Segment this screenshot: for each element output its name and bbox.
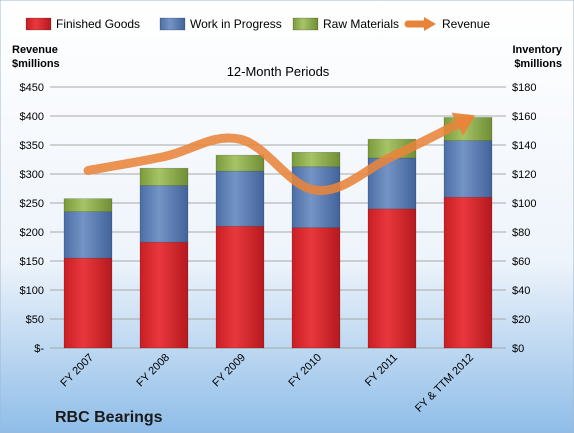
- right-tick-label: $60: [512, 256, 530, 268]
- right-tick-label: $140: [512, 140, 536, 152]
- legend-swatch-raw-materials: [292, 17, 319, 31]
- bar-work-in-progress-2: [215, 170, 265, 227]
- revenue-arrowhead: [451, 112, 476, 136]
- right-tick-label: $40: [512, 285, 530, 297]
- left-tick-label: $350: [20, 140, 44, 152]
- left-axis-ticks: $- $50 $100 $150 $200 $250 $300 $350 $400 $450: [20, 82, 45, 355]
- left-tick-label: $-: [34, 343, 44, 355]
- legend-swatch-work-in-progress: [159, 17, 186, 31]
- chart-subtitle: 12-Month Periods: [227, 64, 330, 79]
- bar-work-in-progress-5: [443, 140, 493, 198]
- bar-raw-materials-0: [63, 198, 113, 212]
- bar-finished-goods-1: [139, 241, 189, 349]
- right-axis-title-line1: Inventory: [512, 44, 562, 56]
- left-tick-label: $150: [20, 256, 44, 268]
- right-tick-label: $100: [512, 198, 536, 210]
- left-tick-label: $200: [20, 227, 44, 239]
- right-tick-label: $80: [512, 227, 530, 239]
- bar-finished-goods-0: [63, 257, 113, 349]
- bar-work-in-progress-0: [63, 211, 113, 259]
- bar-finished-goods-5: [443, 196, 493, 349]
- right-tick-label: $180: [512, 82, 536, 94]
- left-tick-label: $250: [20, 198, 44, 210]
- right-tick-label: $120: [512, 169, 536, 181]
- bar-work-in-progress-1: [139, 185, 189, 243]
- legend-arrowhead: [424, 17, 436, 31]
- left-axis-title-line2: $millions: [12, 58, 60, 70]
- revenue-line-group: [83, 112, 476, 195]
- legend-label-finished-goods: Finished Goods: [56, 17, 140, 31]
- left-tick-label: $300: [20, 169, 44, 181]
- left-tick-label: $50: [26, 314, 44, 326]
- bar-finished-goods-2: [215, 225, 265, 349]
- legend-swatch-finished-goods: [25, 17, 52, 31]
- gridlines: [50, 86, 506, 349]
- right-tick-label: $160: [512, 111, 536, 123]
- bar-raw-materials-2: [215, 154, 265, 172]
- left-tick-label: $100: [20, 285, 44, 297]
- legend-label-revenue: Revenue: [442, 17, 490, 31]
- bar-raw-materials-3: [291, 151, 341, 168]
- legend-label-raw-materials: Raw Materials: [323, 17, 399, 31]
- bar-finished-goods-3: [291, 227, 341, 349]
- left-axis-title-line1: Revenue: [12, 44, 58, 56]
- bar-finished-goods-4: [367, 208, 417, 349]
- bar-work-in-progress-3: [291, 166, 341, 228]
- right-tick-label: $20: [512, 314, 530, 326]
- legend: Finished Goods Work in Progress Raw Materi…: [25, 17, 490, 31]
- right-axis-title-line2: $millions: [514, 58, 562, 70]
- company-name: RBC Bearings: [55, 409, 163, 426]
- bar-raw-materials-1: [139, 167, 189, 186]
- right-axis-ticks: $0 $20 $40 $60 $80 $100 $120 $140 $160 $180: [512, 82, 536, 355]
- left-tick-label: $400: [20, 111, 44, 123]
- revenue-line: [83, 114, 473, 195]
- legend-label-work-in-progress: Work in Progress: [190, 17, 282, 31]
- right-tick-label: $0: [512, 343, 524, 355]
- left-tick-label: $450: [20, 82, 44, 94]
